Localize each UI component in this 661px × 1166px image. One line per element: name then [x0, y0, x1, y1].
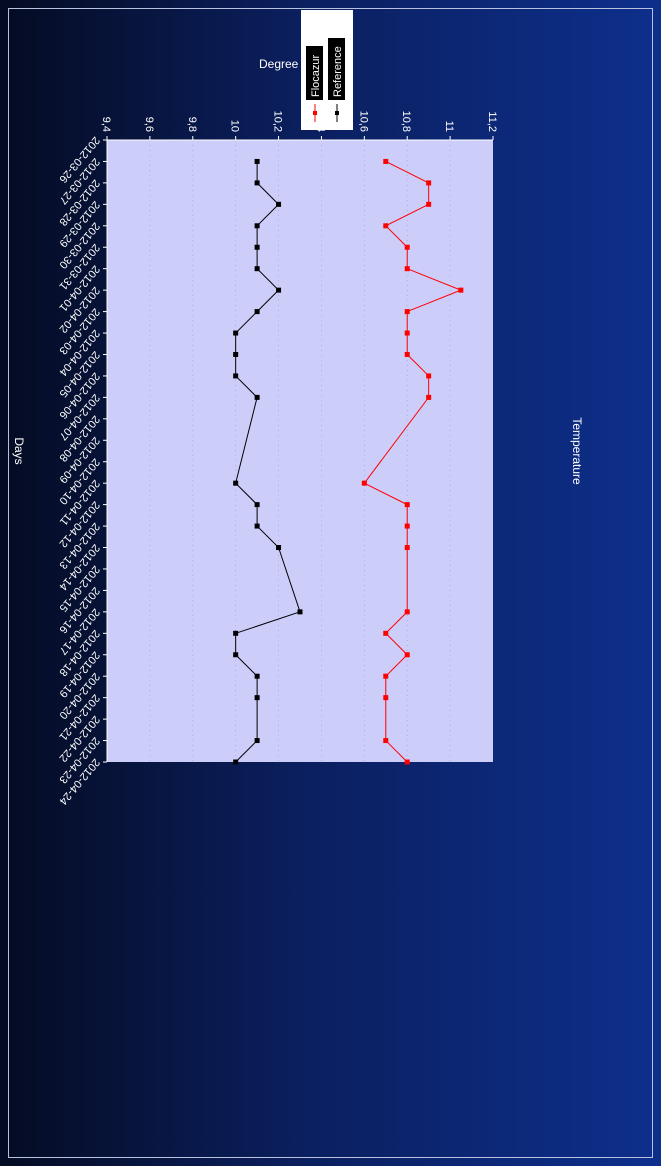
- data-point-flocazur: [383, 695, 389, 701]
- data-point-reference: [254, 673, 260, 679]
- y-tick-label: 11: [443, 121, 455, 132]
- data-point-reference: [233, 330, 239, 336]
- data-point-reference: [254, 738, 260, 744]
- data-point-reference: [254, 180, 260, 186]
- data-point-flocazur: [404, 309, 410, 315]
- slide-frame: [8, 8, 653, 1158]
- data-point-reference: [233, 759, 239, 765]
- x-tick-labels: 2012-03-262012-03-272012-03-282012-03-29…: [57, 134, 107, 807]
- y-tick-label: 10,6: [357, 111, 369, 132]
- data-point-flocazur: [383, 223, 389, 229]
- data-point-reference: [254, 695, 260, 701]
- data-point-flocazur: [404, 652, 410, 658]
- data-point-reference: [276, 545, 282, 551]
- data-point-flocazur: [383, 630, 389, 636]
- data-point-flocazur: [404, 266, 410, 272]
- data-point-flocazur: [404, 545, 410, 551]
- data-point-flocazur: [404, 351, 410, 357]
- data-point-flocazur: [404, 759, 410, 765]
- data-point-reference: [233, 480, 239, 486]
- data-point-flocazur: [404, 244, 410, 250]
- y-tick-label: 10: [229, 120, 241, 132]
- series-lines: [233, 158, 464, 765]
- data-point-reference: [254, 223, 260, 229]
- data-point-flocazur: [426, 180, 432, 186]
- y-tick-label: 10,2: [272, 111, 284, 132]
- legend-label-bg-flocazur: [306, 46, 323, 100]
- data-point-flocazur: [426, 373, 432, 379]
- data-point-flocazur: [404, 523, 410, 529]
- data-point-reference: [233, 373, 239, 379]
- legend: Flocazur Reference: [301, 10, 353, 130]
- data-point-reference: [276, 201, 282, 207]
- data-point-flocazur: [426, 394, 432, 400]
- data-point-reference: [233, 652, 239, 658]
- chart-title: Temperature: [570, 417, 584, 485]
- legend-label-flocazur: Flocazur: [310, 54, 322, 97]
- data-point-reference: [233, 351, 239, 357]
- data-point-reference: [254, 266, 260, 272]
- y-tick-label: 9,6: [143, 117, 155, 132]
- data-point-flocazur: [404, 609, 410, 615]
- data-point-flocazur: [383, 158, 389, 164]
- data-point-reference: [254, 394, 260, 400]
- plot-area: [107, 140, 493, 762]
- data-point-flocazur: [426, 201, 432, 207]
- data-point-flocazur: [458, 287, 464, 293]
- data-point-reference: [297, 609, 303, 615]
- data-point-flocazur: [361, 480, 367, 486]
- legend-marker-flocazur: [313, 111, 317, 115]
- data-point-flocazur: [404, 502, 410, 508]
- data-point-reference: [254, 309, 260, 315]
- data-point-flocazur: [404, 330, 410, 336]
- legend-label-bg-reference: [328, 38, 345, 100]
- data-point-reference: [254, 502, 260, 508]
- data-point-flocazur: [383, 673, 389, 679]
- x-axis-title: Days: [12, 437, 26, 464]
- legend-label-reference: Reference: [332, 46, 344, 97]
- gridlines: [149, 140, 451, 762]
- data-point-reference: [254, 523, 260, 529]
- data-point-reference: [254, 158, 260, 164]
- y-tick-label: 11,2: [486, 111, 498, 132]
- y-tick-label: 10,8: [400, 111, 412, 132]
- data-point-reference: [233, 630, 239, 636]
- data-point-reference: [254, 244, 260, 250]
- data-point-flocazur: [383, 738, 389, 744]
- y-tick-label: 9,4: [100, 117, 112, 132]
- data-point-reference: [276, 287, 282, 293]
- legend-marker-reference: [335, 111, 339, 115]
- y-tick-label: 9,8: [186, 117, 198, 132]
